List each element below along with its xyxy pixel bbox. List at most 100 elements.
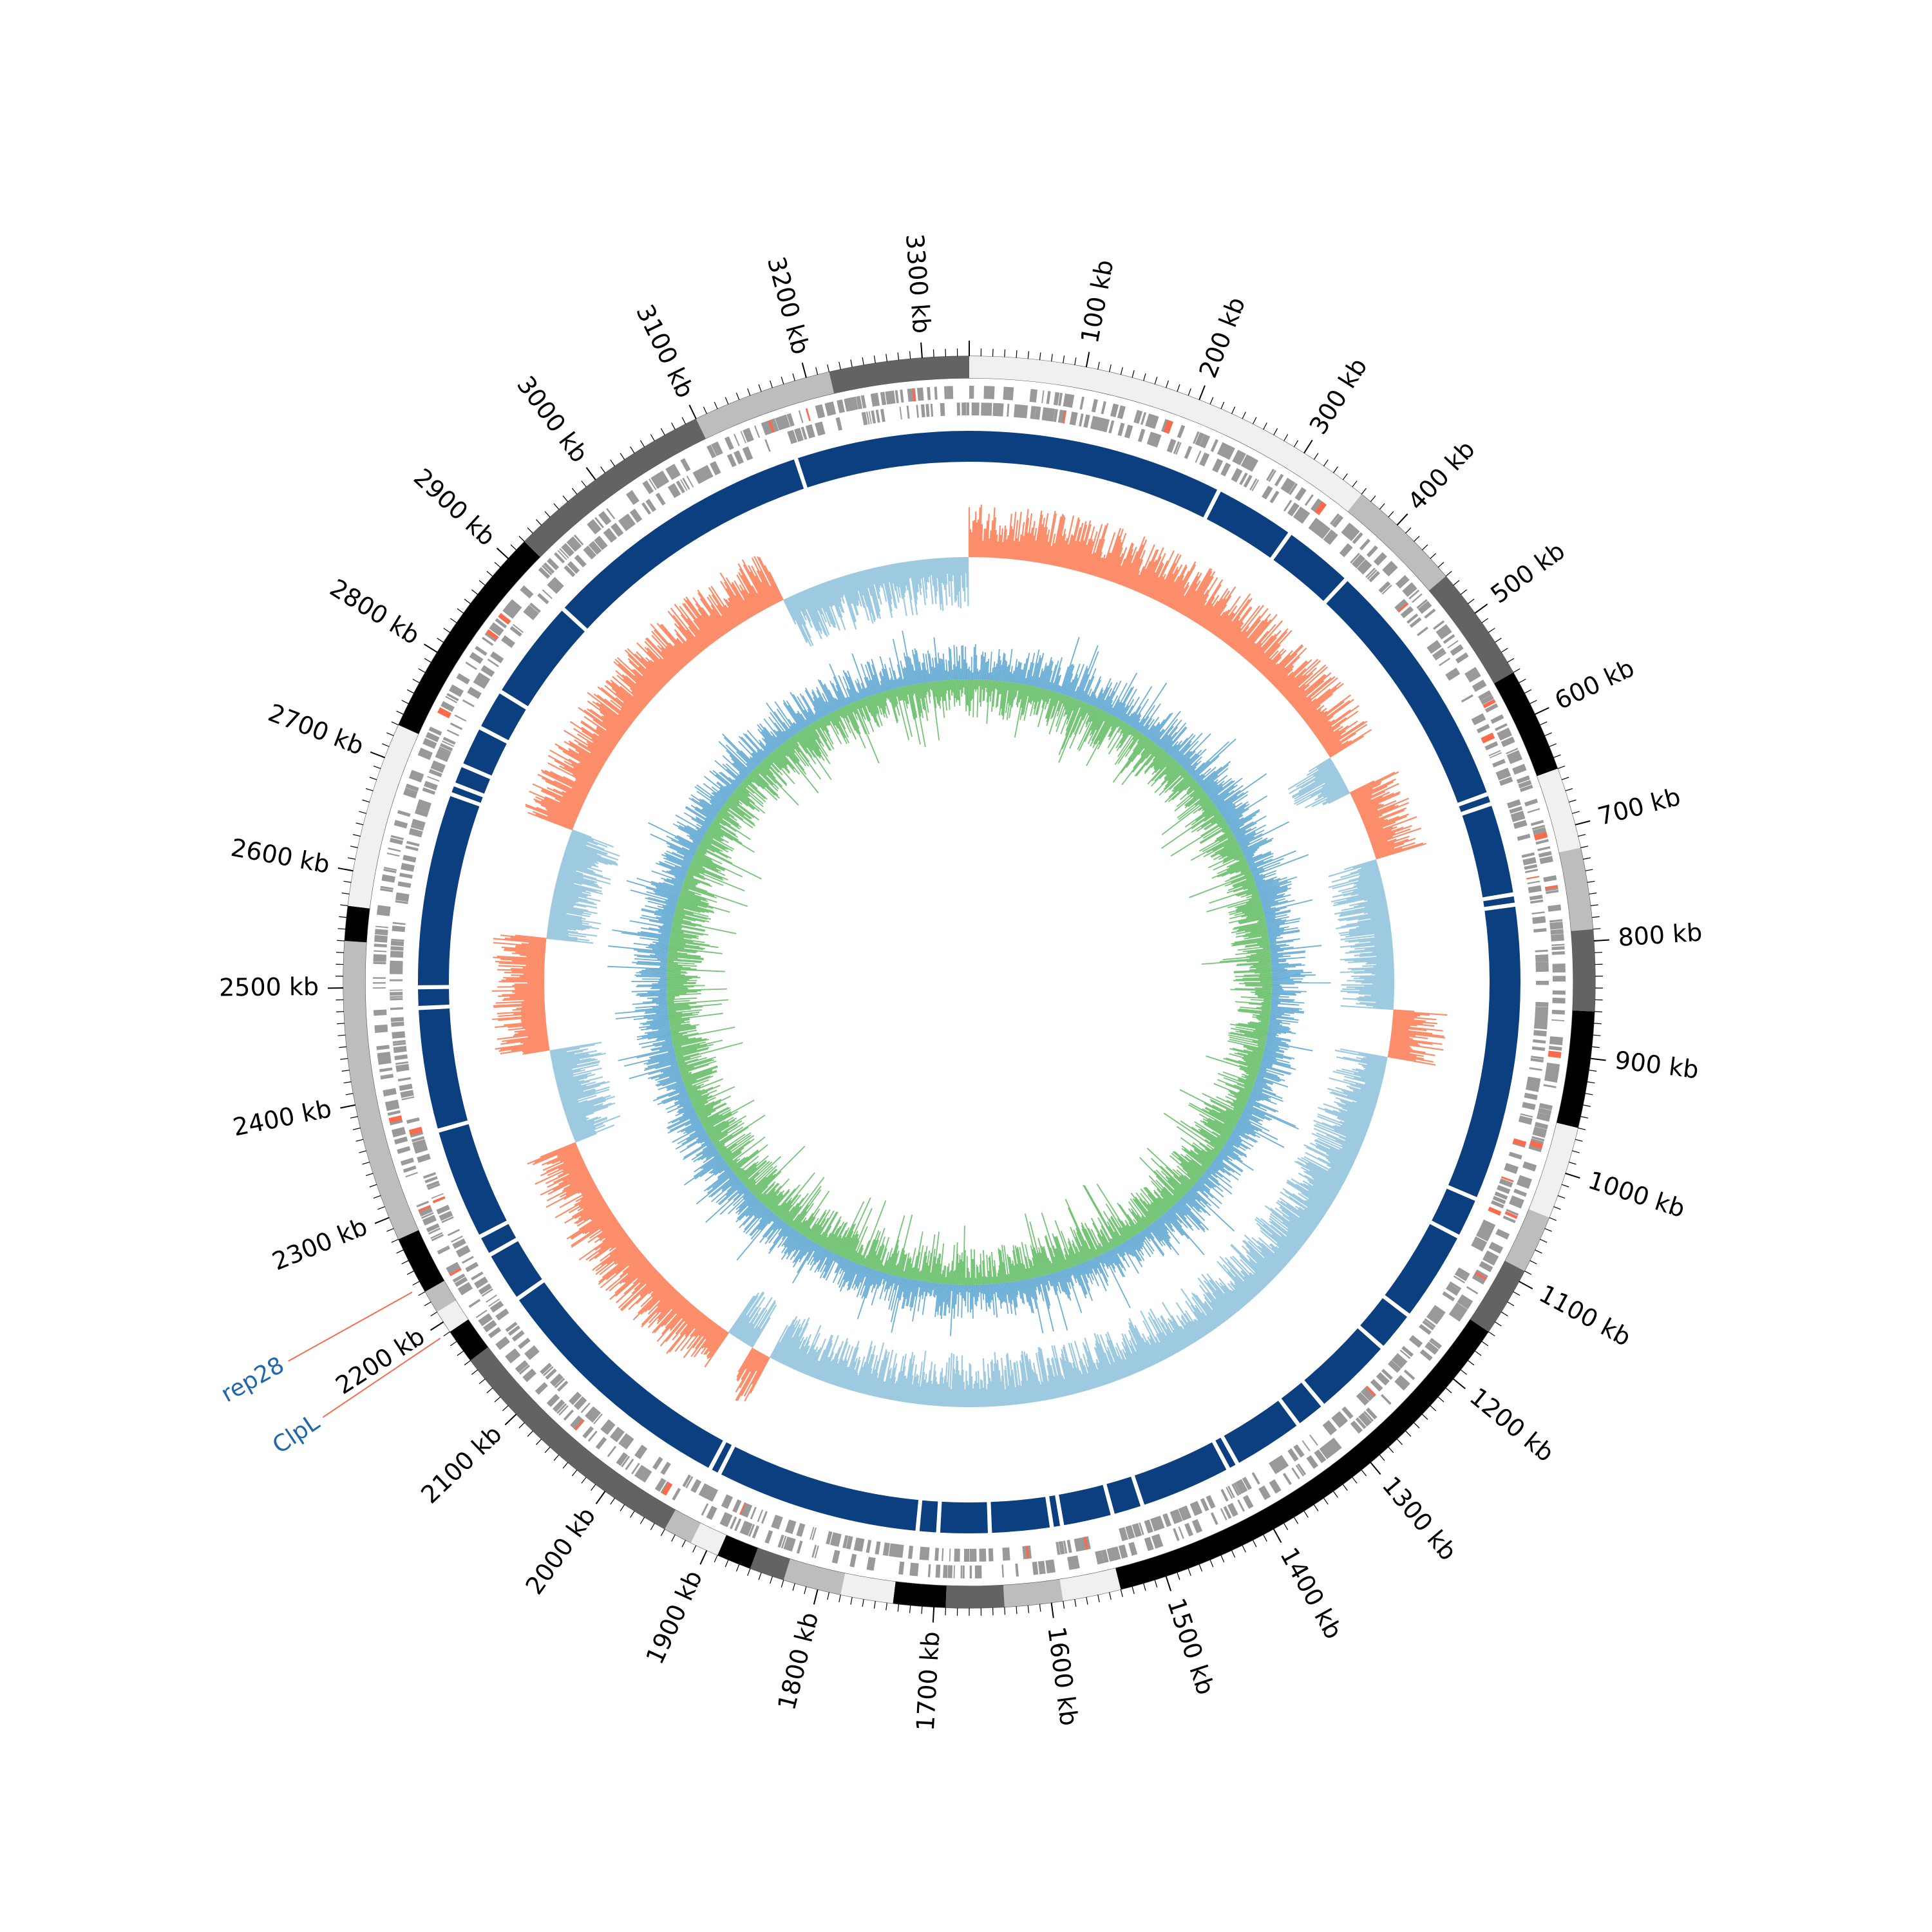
gc-skew-bar [777,1327,796,1362]
gc-skew-bar [521,1013,545,1017]
gc-skew-bar [564,760,597,779]
gene-feature [1488,750,1501,757]
gc-skew-bar [1079,545,1088,572]
gc-skew-bar [864,569,872,596]
gc-skew-bar [875,567,882,586]
gc-skew-bar [1070,522,1084,570]
gc-skew-bar [569,1117,589,1126]
gc-skew-bar [807,588,828,638]
gc-skew-bar [1352,1089,1379,1099]
gc-skew-bar [900,1376,907,1402]
gc-skew-bar [562,858,603,873]
gene-feature [1482,699,1496,708]
gc-content-bar-outer [1146,726,1156,738]
gc-skew-bar [1357,864,1378,871]
gc-content-bar-inner [1168,778,1195,802]
gene-feature [377,1054,391,1058]
gene-feature [508,599,522,612]
gc-content-bar-outer [1226,795,1268,822]
gc-content-bar-inner [1155,1179,1178,1203]
gc-skew-bar [1150,1308,1176,1354]
gc-skew-bar [741,1354,765,1397]
gene-feature [1151,1534,1161,1549]
gc-content-bar-outer [1246,1103,1254,1107]
gc-content-bar-outer [1271,963,1302,967]
gc-skew-bar [590,752,607,763]
gc-content-bar-inner [1198,800,1213,811]
gc-skew-bar [981,1380,984,1407]
gc-skew-bar [690,1315,707,1337]
gc-skew-bar [1359,990,1394,992]
gc-content-bar-outer [1256,1076,1289,1088]
gc-skew-bar [1336,1117,1368,1130]
gc-skew-bar [1156,562,1177,601]
gc-content-bar-outer [1144,1228,1164,1256]
gc-skew-bar [1079,538,1091,573]
gc-skew-bar [1157,554,1182,602]
gc-skew-bar [952,557,956,603]
gc-content-bar-inner [1037,1238,1049,1275]
gc-skew-bar [890,1376,896,1400]
gc-skew-bar [1331,1167,1348,1177]
gc-skew-bar [1252,652,1265,667]
gc-skew-bar [1003,1369,1009,1406]
gc-content-bar-outer [1271,976,1305,978]
gene-feature [390,992,403,996]
gc-content-bar-inner [1204,1148,1217,1157]
gene-feature [772,419,779,431]
gc-skew-bar [831,1338,849,1385]
gc-content-bar-outer [1186,756,1202,772]
gc-skew-bar [925,1370,931,1405]
gc-skew-bar [1040,527,1048,564]
gc-skew-bar [497,1009,545,1015]
gc-skew-bar [831,579,845,614]
gc-skew-bar [917,1386,922,1405]
gc-skew-bar [547,930,569,934]
gc-skew-bar [620,709,635,721]
gc-skew-bar [1241,1270,1262,1292]
gc-skew-bar [532,811,574,828]
gc-skew-bar [610,679,645,709]
gc-content-bar-outer [1017,1280,1022,1299]
gc-skew-bar [1128,558,1141,589]
gc-content-bar-outer [1269,1018,1298,1023]
gc-content-bar-outer [1144,716,1160,737]
gc-content-bar-inner [1103,1211,1123,1244]
gene-feature [645,498,657,513]
gc-skew-bar [1338,910,1388,921]
gc-skew-bar [1307,1179,1337,1197]
gc-skew-bar [855,1367,864,1392]
gc-content-bar-inner [1203,838,1236,858]
gc-skew-bar [743,1297,773,1343]
gc-content-bar-inner [1228,914,1265,924]
gene-feature [1528,885,1542,893]
gc-skew-bar [835,578,845,604]
gc-content-bar-outer [1214,790,1235,806]
gc-skew-bar [974,511,977,558]
gc-skew-bar [1069,527,1081,570]
gc-content-bar-outer [1222,802,1243,817]
gc-content-bar-inner [1237,1009,1271,1014]
gc-skew-bar [1340,1111,1371,1124]
gc-content-bar-outer [1019,669,1023,684]
gc-skew-bar [674,1314,705,1352]
gc-content-bar-outer [1198,1179,1205,1184]
gc-skew-bar [1195,1294,1220,1327]
gc-skew-bar [576,1204,608,1224]
gc-content-bar-inner [1240,1067,1258,1074]
gc-skew-bar [504,937,547,943]
gc-content-bar-outer [1048,665,1057,690]
gene-feature [411,1136,425,1142]
gc-skew-bar [934,1381,938,1406]
gc-skew-bar [636,651,668,683]
gc-content-bar-outer [1087,691,1094,704]
gc-content-bar-inner [1173,775,1191,792]
gc-content-bar-outer [1238,1120,1259,1132]
gc-content-bar-inner [1052,1233,1065,1270]
gene-feature [634,1464,646,1479]
gc-skew-bar [1258,650,1279,672]
gc-skew-bar [844,1340,860,1389]
gc-content-bar-outer [1190,1188,1208,1205]
gc-skew-bar [1356,796,1383,810]
gc-content-bar-inner [1180,1183,1189,1192]
